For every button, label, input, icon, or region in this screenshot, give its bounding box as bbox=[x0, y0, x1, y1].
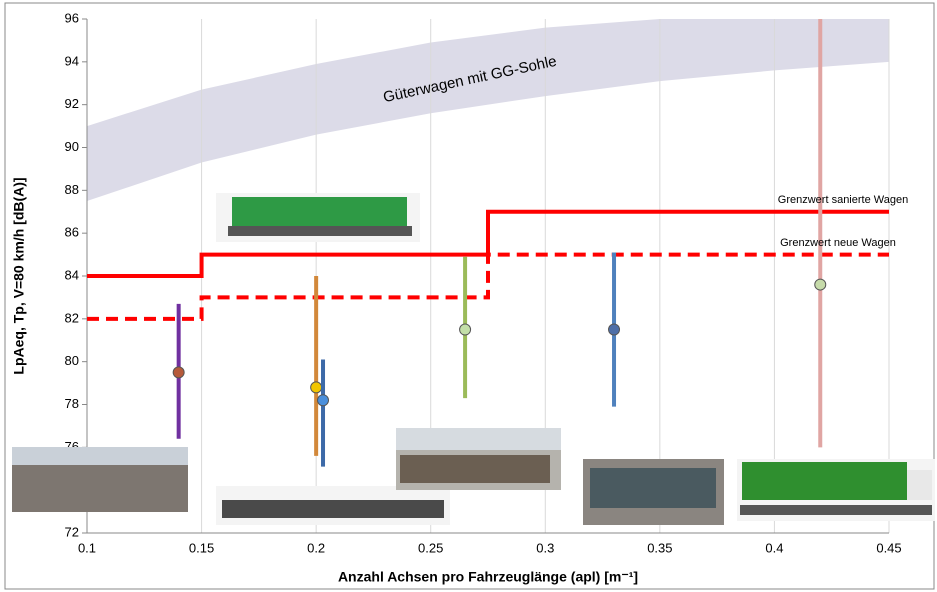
x-tick-label: 0.1 bbox=[78, 540, 96, 555]
data-point bbox=[459, 323, 472, 336]
photo-sky bbox=[12, 447, 188, 465]
photo-wagon bbox=[222, 500, 444, 518]
y-tick-label: 80 bbox=[65, 353, 79, 368]
photo-container bbox=[232, 197, 407, 226]
photo-sky bbox=[396, 428, 561, 450]
x-tick-label: 0.45 bbox=[876, 540, 901, 555]
band bbox=[87, 19, 889, 202]
data-point bbox=[814, 278, 827, 291]
photos bbox=[12, 193, 935, 525]
photo-wagon bbox=[590, 468, 716, 508]
y-tick-label: 86 bbox=[65, 225, 79, 240]
photo-chassis bbox=[228, 226, 412, 236]
y-tick-label: 78 bbox=[65, 396, 79, 411]
y-tick-label: 88 bbox=[65, 182, 79, 197]
limit-line bbox=[87, 209, 889, 278]
data-point bbox=[172, 366, 185, 379]
y-tick-label: 92 bbox=[65, 96, 79, 111]
data-point bbox=[310, 381, 323, 394]
photo-truck bbox=[742, 462, 907, 500]
x-tick-label: 0.3 bbox=[536, 540, 554, 555]
x-tick-label: 0.15 bbox=[189, 540, 214, 555]
y-axis-title: LpAeq, Tp, V=80 km/h [dB(A)] bbox=[11, 177, 27, 374]
x-tick-label: 0.25 bbox=[418, 540, 443, 555]
x-tick-label: 0.2 bbox=[307, 540, 325, 555]
y-tick-label: 84 bbox=[65, 267, 79, 282]
y-tick-label: 82 bbox=[65, 310, 79, 325]
data-point bbox=[608, 323, 621, 336]
photo-wagon bbox=[400, 455, 550, 483]
y-tick-label: 72 bbox=[65, 524, 79, 539]
y-tick-label: 96 bbox=[65, 10, 79, 25]
photo-chassis bbox=[740, 505, 932, 515]
x-tick-label: 0.35 bbox=[647, 540, 672, 555]
y-tick-label: 94 bbox=[65, 53, 79, 68]
limit-label: Grenzwert neue Wagen bbox=[780, 237, 896, 249]
y-tick-label: 90 bbox=[65, 139, 79, 154]
limit-label: Grenzwert sanierte Wagen bbox=[778, 194, 908, 206]
x-axis-title: Anzahl Achsen pro Fahrzeuglänge (apl) [m… bbox=[338, 569, 638, 585]
limit-line bbox=[87, 252, 889, 321]
photo-cab bbox=[907, 470, 932, 500]
x-tick-label: 0.4 bbox=[765, 540, 783, 555]
data-point bbox=[317, 394, 330, 407]
